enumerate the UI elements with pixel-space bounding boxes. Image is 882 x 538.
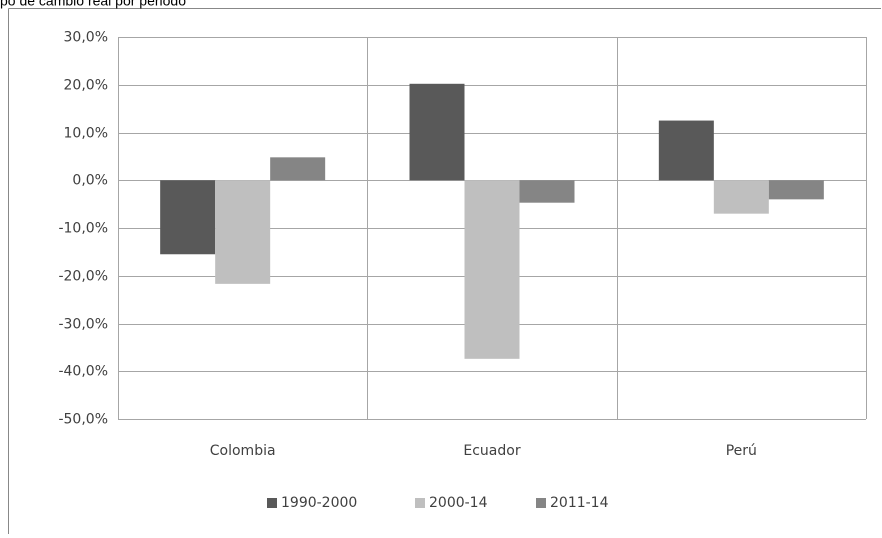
bar <box>464 180 520 359</box>
y-tick-label: -10,0% <box>58 221 108 237</box>
x-tick-label: Perú <box>726 443 757 459</box>
legend-swatch <box>415 498 425 508</box>
chart-title: po de cambio real por periodo <box>0 0 186 9</box>
y-tick-label: 30,0% <box>64 30 108 46</box>
x-tick-label: Ecuador <box>463 443 520 459</box>
y-tick-label: -50,0% <box>58 412 108 428</box>
bar <box>519 180 575 203</box>
bar <box>713 180 769 214</box>
bar <box>270 157 326 181</box>
bar <box>215 180 271 284</box>
y-tick-label: -40,0% <box>58 364 108 380</box>
bar <box>768 180 824 200</box>
y-tick-label: 0,0% <box>72 173 108 189</box>
y-tick-label: -20,0% <box>58 269 108 285</box>
legend-label: 2000-14 <box>429 495 488 511</box>
y-tick-label: -30,0% <box>58 317 108 333</box>
y-tick-label: 20,0% <box>64 78 108 94</box>
x-tick-label: Colombia <box>210 443 276 459</box>
bar <box>160 180 216 255</box>
legend-swatch <box>267 498 277 508</box>
legend-label: 1990-2000 <box>281 495 357 511</box>
legend-swatch <box>536 498 546 508</box>
bar <box>409 83 465 181</box>
bar <box>658 120 714 181</box>
y-tick-label: 10,0% <box>64 126 108 142</box>
legend-label: 2011-14 <box>550 495 609 511</box>
